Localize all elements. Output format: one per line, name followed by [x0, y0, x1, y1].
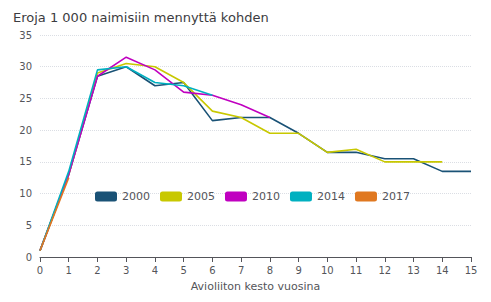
svg-text:10: 10 — [321, 265, 334, 276]
svg-text:13: 13 — [407, 265, 420, 276]
svg-text:12: 12 — [378, 265, 391, 276]
svg-text:2017: 2017 — [382, 190, 410, 203]
svg-text:20: 20 — [19, 125, 32, 136]
svg-text:2: 2 — [94, 265, 100, 276]
svg-text:2005: 2005 — [187, 190, 215, 203]
svg-text:Eroja 1 000 naimisiin mennyttä: Eroja 1 000 naimisiin mennyttä kohden — [13, 10, 269, 25]
svg-text:9: 9 — [295, 265, 301, 276]
svg-text:4: 4 — [152, 265, 158, 276]
svg-text:5: 5 — [180, 265, 186, 276]
svg-text:30: 30 — [19, 61, 32, 72]
svg-text:1: 1 — [66, 265, 72, 276]
svg-text:11: 11 — [350, 265, 363, 276]
svg-text:6: 6 — [209, 265, 215, 276]
svg-text:2000: 2000 — [122, 190, 150, 203]
svg-text:10: 10 — [19, 188, 32, 199]
svg-text:3: 3 — [123, 265, 129, 276]
svg-text:35: 35 — [19, 30, 32, 41]
svg-text:7: 7 — [238, 265, 244, 276]
svg-text:0: 0 — [26, 252, 32, 263]
svg-text:2010: 2010 — [252, 190, 280, 203]
svg-text:Avioliiton kesto vuosina: Avioliiton kesto vuosina — [191, 280, 321, 293]
svg-text:0: 0 — [37, 265, 43, 276]
svg-text:14: 14 — [436, 265, 449, 276]
svg-text:5: 5 — [26, 220, 32, 231]
svg-text:15: 15 — [19, 156, 32, 167]
svg-text:15: 15 — [465, 265, 478, 276]
svg-text:25: 25 — [19, 93, 32, 104]
svg-text:8: 8 — [267, 265, 273, 276]
svg-text:2014: 2014 — [317, 190, 345, 203]
